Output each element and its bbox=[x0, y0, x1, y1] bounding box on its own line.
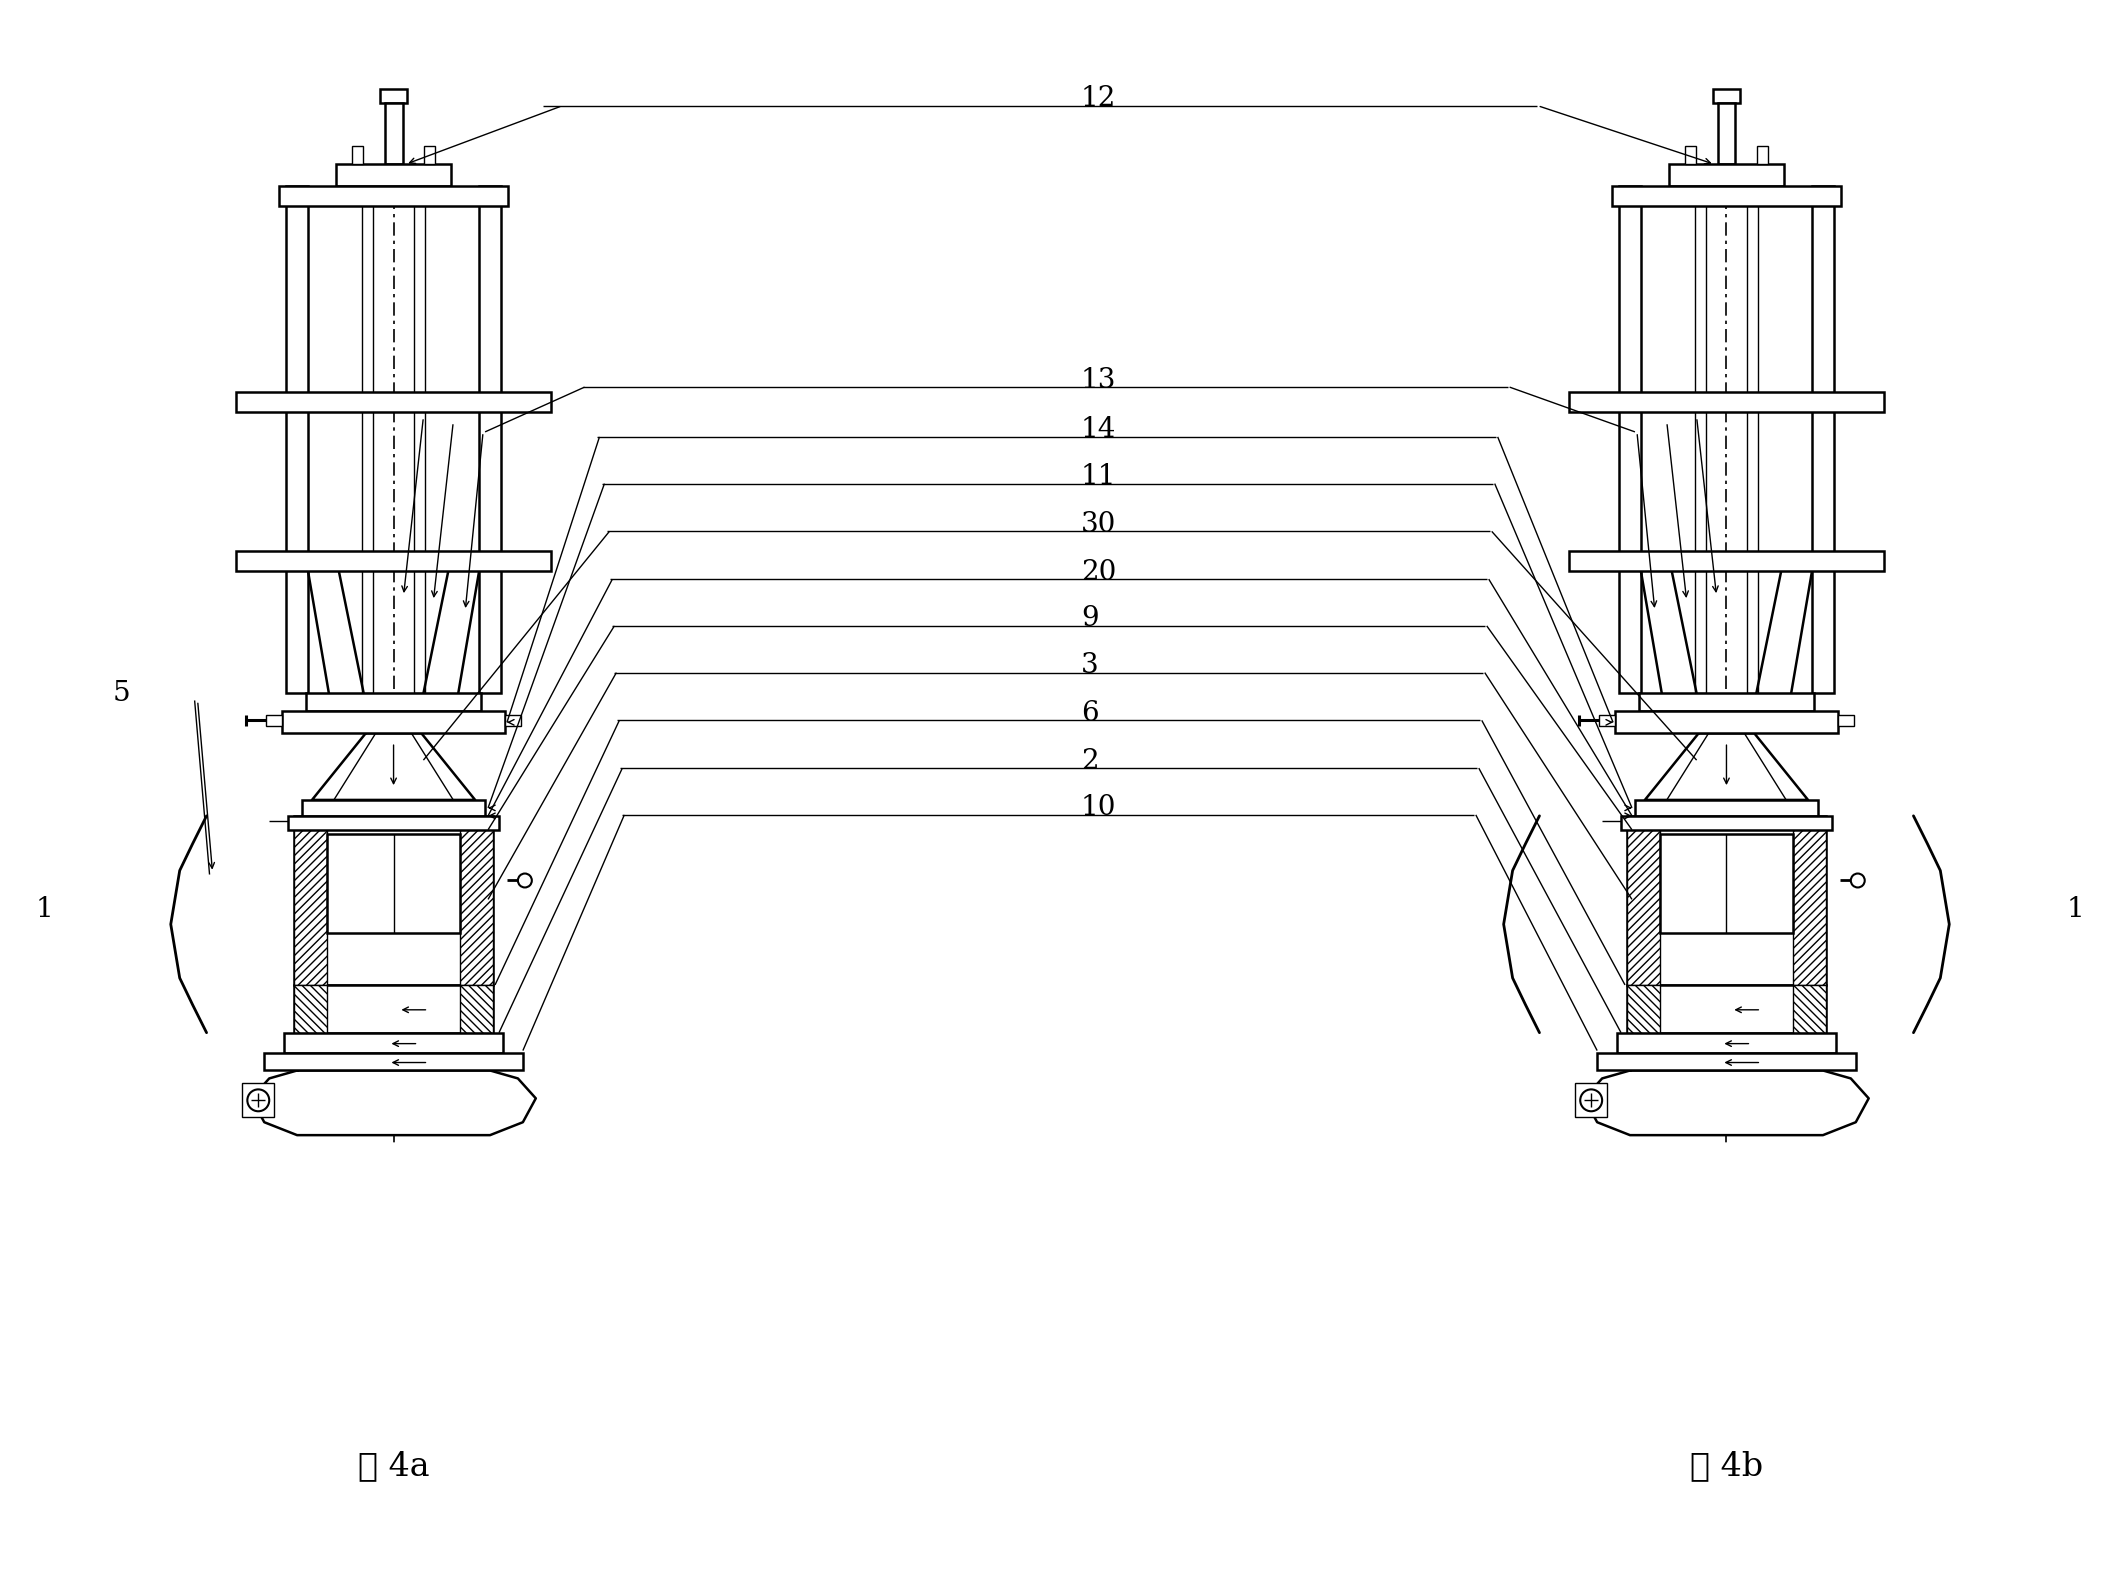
Bar bbox=[293, 986, 327, 1033]
Bar bbox=[1575, 1083, 1607, 1118]
Polygon shape bbox=[1646, 733, 1807, 800]
Bar bbox=[293, 816, 493, 986]
Circle shape bbox=[1580, 1089, 1603, 1111]
Bar bbox=[1792, 986, 1826, 1033]
Bar bbox=[1626, 816, 1660, 986]
Bar bbox=[1660, 833, 1792, 934]
Text: 2: 2 bbox=[1080, 748, 1099, 775]
Bar bbox=[279, 185, 508, 206]
Bar bbox=[1618, 1033, 1837, 1053]
Circle shape bbox=[247, 1089, 270, 1111]
Bar bbox=[327, 833, 459, 934]
Bar bbox=[1811, 185, 1835, 693]
Bar bbox=[1597, 1053, 1856, 1071]
Text: 10: 10 bbox=[1080, 794, 1116, 822]
Bar bbox=[1626, 816, 1826, 986]
Text: 13: 13 bbox=[1080, 366, 1116, 393]
Text: 20: 20 bbox=[1080, 558, 1116, 586]
Text: 1: 1 bbox=[36, 896, 53, 923]
Text: 图 4a: 图 4a bbox=[357, 1451, 429, 1482]
Bar bbox=[1616, 712, 1837, 733]
Bar bbox=[236, 391, 551, 412]
Text: 12: 12 bbox=[1080, 85, 1116, 112]
Bar bbox=[306, 693, 480, 712]
Polygon shape bbox=[251, 1071, 536, 1135]
Text: 5: 5 bbox=[113, 681, 130, 707]
Bar bbox=[266, 715, 283, 726]
Bar bbox=[1792, 816, 1826, 986]
Bar bbox=[1694, 185, 1705, 693]
Bar bbox=[361, 185, 372, 693]
Bar bbox=[336, 165, 451, 185]
Bar bbox=[385, 102, 402, 165]
Bar bbox=[478, 185, 502, 693]
Bar bbox=[293, 816, 327, 986]
Circle shape bbox=[519, 874, 532, 888]
Bar bbox=[506, 715, 521, 726]
Bar bbox=[236, 552, 551, 571]
Text: 1: 1 bbox=[2066, 896, 2083, 923]
Bar bbox=[1748, 185, 1758, 693]
Text: 9: 9 bbox=[1080, 605, 1099, 632]
Text: 11: 11 bbox=[1080, 464, 1116, 490]
Bar bbox=[1612, 185, 1841, 206]
Bar bbox=[242, 1083, 274, 1118]
Text: 30: 30 bbox=[1080, 511, 1116, 538]
Bar bbox=[415, 185, 425, 693]
Bar bbox=[1626, 986, 1826, 1033]
Bar bbox=[351, 146, 364, 165]
Bar bbox=[1669, 165, 1784, 185]
Bar bbox=[285, 1033, 504, 1053]
Bar bbox=[459, 816, 493, 986]
Bar bbox=[1620, 185, 1641, 693]
Bar bbox=[381, 88, 408, 102]
Bar bbox=[289, 816, 500, 830]
Bar bbox=[1635, 800, 1818, 816]
Bar bbox=[293, 986, 493, 1033]
Text: 图 4b: 图 4b bbox=[1690, 1451, 1762, 1482]
Bar bbox=[1639, 693, 1813, 712]
Bar bbox=[1714, 88, 1741, 102]
Bar bbox=[287, 185, 308, 693]
Bar bbox=[1684, 146, 1697, 165]
Bar bbox=[302, 800, 485, 816]
Bar bbox=[459, 986, 493, 1033]
Bar bbox=[1718, 102, 1735, 165]
Bar bbox=[264, 1053, 523, 1071]
Bar bbox=[1758, 146, 1769, 165]
Bar bbox=[283, 712, 506, 733]
Bar bbox=[1626, 986, 1660, 1033]
Text: 3: 3 bbox=[1080, 652, 1099, 679]
Bar bbox=[1599, 715, 1616, 726]
Bar bbox=[425, 146, 436, 165]
Polygon shape bbox=[1584, 1071, 1869, 1135]
Polygon shape bbox=[313, 733, 474, 800]
Bar bbox=[1569, 552, 1884, 571]
Bar bbox=[1837, 715, 1854, 726]
Bar bbox=[1569, 391, 1884, 412]
Bar bbox=[1620, 816, 1833, 830]
Circle shape bbox=[1852, 874, 1865, 888]
Text: 6: 6 bbox=[1080, 700, 1099, 726]
Text: 14: 14 bbox=[1080, 417, 1116, 443]
